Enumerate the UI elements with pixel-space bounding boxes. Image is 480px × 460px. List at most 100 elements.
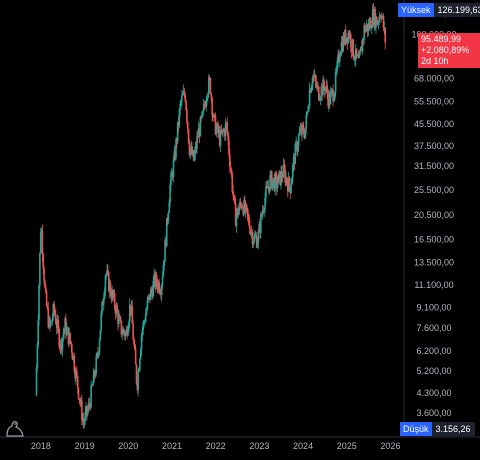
candle-body xyxy=(112,290,114,297)
candle-body xyxy=(363,25,365,40)
candle-body xyxy=(161,276,164,285)
price-tick-label: 9.100,00 xyxy=(416,302,451,312)
candle-body xyxy=(219,130,222,146)
candle-body xyxy=(119,317,122,322)
candle-body xyxy=(199,117,202,137)
candle-body xyxy=(260,214,262,233)
candle-body xyxy=(210,93,213,98)
candle-body xyxy=(39,252,41,286)
candle-body xyxy=(113,293,115,297)
candle-body xyxy=(136,383,139,390)
candle-body xyxy=(39,232,42,253)
candle-body xyxy=(325,85,328,88)
candle-body xyxy=(212,114,214,118)
candle-body xyxy=(149,289,152,300)
candle-body xyxy=(86,406,88,414)
candle-body xyxy=(62,333,65,338)
candle-body xyxy=(338,54,340,62)
candle-body xyxy=(301,124,303,135)
candle-body xyxy=(185,100,187,110)
candle-body xyxy=(36,344,39,368)
candle-body xyxy=(345,37,348,43)
candle-body xyxy=(333,98,335,102)
candle-body xyxy=(142,322,145,331)
candle-body xyxy=(50,320,53,322)
candle-body xyxy=(181,94,184,96)
candle-body xyxy=(236,208,239,216)
price-tick-label: 11.100,00 xyxy=(414,280,453,290)
candle-body xyxy=(137,371,139,390)
time-tick-label: 2024 xyxy=(293,441,313,451)
high-marker: Yüksek 126.199,63 xyxy=(398,3,480,17)
candle-body xyxy=(78,398,81,401)
candle-body xyxy=(331,89,334,91)
candle-body xyxy=(91,385,93,387)
candle-body xyxy=(217,123,219,133)
candle-body xyxy=(322,79,324,96)
candle-body xyxy=(155,274,157,287)
candle-body xyxy=(67,327,70,344)
candle-body xyxy=(330,90,333,93)
candle-body xyxy=(239,202,241,210)
candle-body xyxy=(153,273,155,282)
candle-body xyxy=(259,223,261,233)
candle-body xyxy=(216,123,218,127)
candle-body xyxy=(90,385,92,408)
candle-body xyxy=(302,124,304,128)
candle-body xyxy=(366,24,369,32)
candle-body xyxy=(179,103,181,111)
time-tick-label: 2023 xyxy=(249,441,269,451)
candle-body xyxy=(122,329,124,334)
candle-body xyxy=(211,97,213,115)
candle-body xyxy=(58,328,61,347)
candle-body xyxy=(306,111,308,116)
candle-body xyxy=(324,87,327,92)
candle-body xyxy=(238,209,240,215)
candle-body xyxy=(383,27,386,29)
candle-body xyxy=(292,156,295,165)
candle-body xyxy=(132,324,134,340)
candle-body xyxy=(191,150,194,156)
candle-body xyxy=(129,304,132,311)
candle-body xyxy=(303,133,306,138)
candle-body xyxy=(262,210,265,212)
candle-body xyxy=(380,17,382,19)
price-tick-label: 4.300,00 xyxy=(416,388,451,398)
candle-body xyxy=(328,93,331,105)
price-tick-label: 20.500,00 xyxy=(414,210,454,220)
candle-body xyxy=(48,318,50,328)
candle-body xyxy=(316,85,318,87)
candle-body xyxy=(291,177,293,185)
candle-body xyxy=(215,126,218,135)
candle-body xyxy=(370,27,373,29)
candle-body xyxy=(286,182,289,192)
candle-body xyxy=(285,177,287,183)
candle-body xyxy=(313,75,316,77)
candle-body xyxy=(282,164,285,178)
candle-body xyxy=(118,316,121,318)
candle-body xyxy=(73,356,76,372)
candle-body xyxy=(147,297,150,301)
candle-body xyxy=(71,352,74,360)
candle-body xyxy=(75,370,77,379)
candle-body xyxy=(339,56,341,62)
price-tick-label: 16.500,00 xyxy=(414,235,454,245)
candle-body xyxy=(286,177,288,183)
tradingview-logo-icon[interactable] xyxy=(4,418,26,438)
candle-body xyxy=(241,207,244,209)
candle-body xyxy=(197,136,199,138)
candle-body xyxy=(264,197,266,210)
candle-body xyxy=(254,236,256,238)
candle-body xyxy=(180,100,182,104)
candle-body xyxy=(60,340,63,350)
candle-body xyxy=(358,54,360,58)
candle-body xyxy=(200,117,202,119)
candle-body xyxy=(190,146,192,150)
time-axis[interactable]: 2018 2019 2020 2021 2022 2023 2024 2025 2026 xyxy=(0,436,480,451)
candle-body xyxy=(94,374,97,377)
candle-body xyxy=(41,230,44,255)
candle-body xyxy=(253,236,255,243)
candle-body xyxy=(305,115,308,130)
